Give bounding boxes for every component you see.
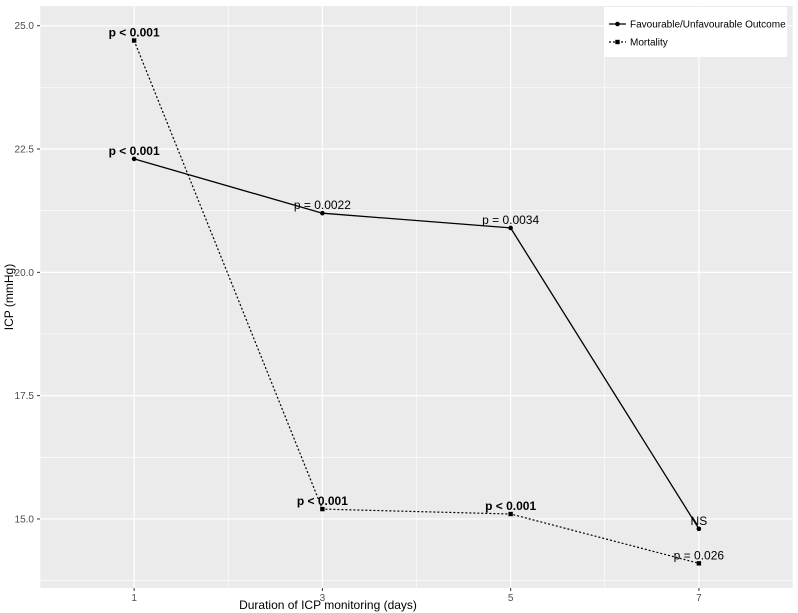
series-point-outcome bbox=[508, 225, 513, 231]
legend-label: Mortality bbox=[630, 38, 668, 49]
point-labels: p < 0.001 p = 0.0022 p = 0.0034 NS p < 0.001… bbox=[109, 26, 725, 563]
y-tick-label: 17.5 bbox=[15, 391, 35, 402]
series-point-outcome bbox=[696, 526, 702, 532]
legend: Favourable/Unfavourable Outcome Mortality bbox=[604, 7, 787, 57]
minor-grid bbox=[39, 6, 794, 588]
legend-key-marker bbox=[615, 39, 620, 45]
series-layer bbox=[131, 38, 702, 566]
y-tick-label: 25.0 bbox=[15, 21, 35, 32]
series-line-2 bbox=[133, 40, 700, 564]
y-tick-label: 20.0 bbox=[15, 268, 35, 279]
point-label: p < 0.001 bbox=[297, 494, 348, 508]
series-line-1 bbox=[133, 158, 700, 530]
y-axis-ticks: 15.0 17.5 20.0 22.5 25.0 bbox=[15, 21, 40, 525]
legend-key-marker bbox=[615, 21, 620, 27]
x-axis-ticks: 1 3 5 7 bbox=[131, 588, 702, 604]
y-axis-title: ICP (mmHg) bbox=[2, 264, 16, 330]
point-label: p < 0.001 bbox=[109, 26, 160, 40]
point-label: p < 0.001 bbox=[109, 144, 160, 158]
series-point-mortality bbox=[696, 561, 702, 566]
point-label: p = 0.0022 bbox=[294, 198, 351, 212]
point-label: p = 0.026 bbox=[674, 548, 725, 562]
series-point-outcome bbox=[320, 210, 325, 216]
legend-label: Favourable/Unfavourable Outcome bbox=[630, 20, 786, 31]
point-label: p = 0.0034 bbox=[482, 213, 539, 227]
x-axis-title: Duration of ICP monitoring (days) bbox=[239, 598, 417, 612]
point-label: p < 0.001 bbox=[485, 499, 536, 513]
series-point-mortality bbox=[131, 38, 137, 43]
legend-box bbox=[604, 7, 787, 57]
x-tick-label: 1 bbox=[131, 593, 137, 604]
x-tick-label: 7 bbox=[696, 593, 702, 604]
x-tick-label: 3 bbox=[320, 593, 326, 604]
y-tick-label: 15.0 bbox=[15, 514, 35, 525]
point-label: NS bbox=[691, 514, 708, 528]
y-tick-label: 22.5 bbox=[15, 145, 35, 156]
series-point-mortality bbox=[508, 511, 513, 517]
series-point-outcome bbox=[131, 156, 137, 162]
x-tick-label: 5 bbox=[508, 593, 514, 604]
series-point-mortality bbox=[320, 506, 325, 512]
